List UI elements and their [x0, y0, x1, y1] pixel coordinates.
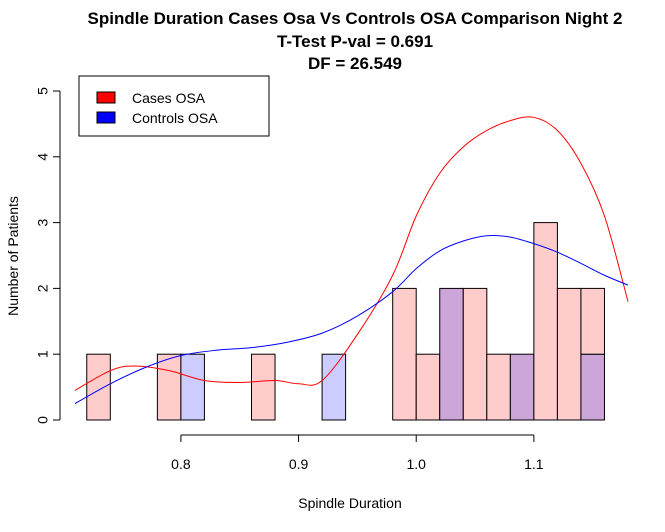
histogram-bar-cases — [250, 353, 276, 421]
histogram-bar-cases — [580, 287, 605, 355]
histogram-bar-controls — [321, 353, 347, 421]
histogram-bar-cases — [392, 287, 417, 421]
histogram-bar-controls — [180, 353, 205, 421]
x-tick-label: 1.0 — [406, 456, 426, 472]
legend-label-cases: Cases OSA — [132, 90, 206, 106]
histogram-bar-overlap — [580, 353, 605, 421]
y-tick-label: 1 — [35, 350, 51, 358]
x-tick-label: 0.9 — [289, 456, 309, 472]
histogram-bar-overlap — [509, 353, 535, 421]
histogram-bar-cases — [462, 287, 488, 421]
y-tick-label: 5 — [35, 87, 51, 95]
histogram-bar-cases — [415, 353, 441, 421]
x-tick-label: 1.1 — [524, 456, 544, 472]
histogram-bar-cases — [156, 353, 182, 421]
chart-subtitle-ttest: T-Test P-val = 0.691 — [277, 32, 433, 51]
x-tick-label: 0.8 — [171, 456, 191, 472]
plot-area — [86, 222, 605, 421]
density-curve-controls — [74, 235, 629, 404]
histogram-bar-cases — [533, 222, 558, 421]
histogram-bar-cases — [486, 353, 511, 421]
histogram-bar-cases — [86, 353, 111, 421]
y-axis-label: Number of Patients — [5, 196, 21, 316]
y-tick-label: 3 — [35, 218, 51, 226]
histogram-bar-cases — [556, 287, 582, 421]
legend-swatch-controls — [96, 111, 116, 124]
histogram-bar-overlap — [439, 287, 464, 421]
chart-title: Spindle Duration Cases Osa Vs Controls O… — [88, 9, 623, 28]
legend: Cases OSA Controls OSA — [78, 75, 270, 137]
chart-subtitle-df: DF = 26.549 — [308, 54, 402, 73]
density-curve-cases — [74, 116, 629, 391]
y-tick-label: 2 — [35, 284, 51, 292]
y-tick-label: 4 — [35, 153, 51, 161]
legend-label-controls: Controls OSA — [132, 110, 218, 126]
axes: 0.8 0.9 1.0 1.1 0 1 2 3 4 5 — [35, 87, 544, 472]
legend-swatch-cases — [96, 91, 116, 104]
legend-box — [78, 75, 270, 137]
x-axis-label: Spindle Duration — [298, 495, 402, 511]
y-tick-label: 0 — [35, 416, 51, 424]
density-curves — [74, 116, 629, 404]
